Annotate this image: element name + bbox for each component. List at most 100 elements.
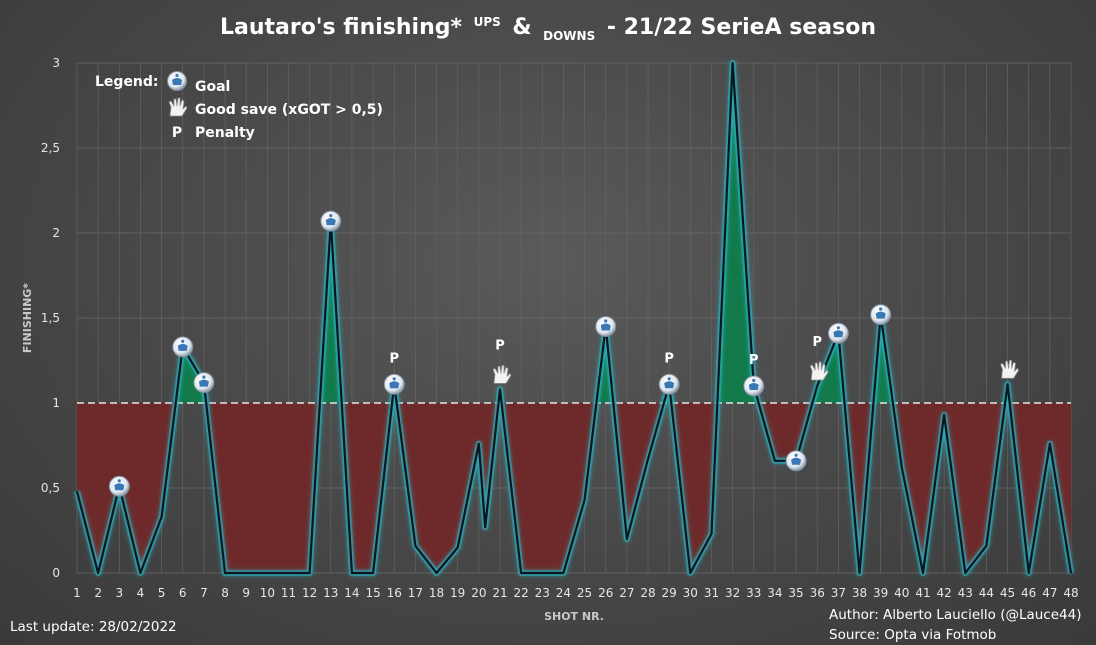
x-tick-label: 48 (1063, 586, 1078, 600)
save-marker (1000, 359, 1019, 379)
x-tick-label: 28 (640, 586, 655, 600)
x-tick-label: 39 (873, 586, 888, 600)
penalty-label: P (812, 335, 822, 350)
goal-marker (320, 210, 342, 232)
x-tick-label: 26 (598, 586, 613, 600)
x-tick-label: 41 (915, 586, 930, 600)
x-tick-label: 45 (1000, 586, 1015, 600)
x-tick-label: 17 (408, 586, 423, 600)
title-rest: - 21/22 SerieA season (607, 15, 876, 40)
title-downs: DOWNS (543, 29, 595, 43)
penalty-label: P (749, 353, 759, 368)
y-tick-label: 0,5 (41, 481, 60, 495)
x-tick-label: 9 (242, 586, 250, 600)
source: Source: Opta via Fotmob (829, 627, 996, 643)
x-tick-label: 36 (810, 586, 825, 600)
chart-title: Lautaro's finishing* UPS & DOWNS - 21/22… (220, 11, 876, 44)
x-tick-label: 46 (1021, 586, 1036, 600)
goal-marker (743, 375, 765, 397)
x-tick-label: 5 (158, 586, 166, 600)
area-below-threshold (77, 403, 1071, 573)
x-tick-label: 37 (831, 586, 846, 600)
goal-marker (827, 322, 849, 344)
legend-save-icon (168, 97, 188, 117)
legend-penalty-icon: P (172, 125, 182, 141)
x-tick-label: 14 (344, 586, 359, 600)
x-tick-label: 23 (535, 586, 550, 600)
series-line (75, 61, 1073, 575)
x-tick-label: 31 (704, 586, 719, 600)
y-tick-label: 1,5 (41, 311, 60, 325)
x-tick-label: 40 (894, 586, 909, 600)
y-tick-label: 1 (52, 396, 60, 410)
x-tick-label: 42 (936, 586, 951, 600)
title-amp: & (512, 15, 531, 40)
goal-marker (595, 316, 617, 337)
x-tick-label: 20 (471, 586, 486, 600)
penalty-label: P (495, 338, 505, 353)
x-tick-label: 16 (387, 586, 402, 600)
y-axis-ticks: 0 0,5 1 1,5 2 2,5 3 (41, 56, 60, 580)
x-tick-label: 11 (281, 586, 296, 600)
y-tick-label: 0 (52, 566, 60, 580)
x-tick-label: 19 (450, 586, 465, 600)
x-tick-label: 13 (323, 586, 338, 600)
title-main: Lautaro's finishing* (220, 15, 463, 40)
title-ups: UPS (474, 15, 501, 29)
legend: Legend: Goal Good save (xGOT > 0,5) P Pe… (95, 71, 383, 141)
goal-marker (870, 304, 892, 326)
author: Author: Alberto Lauciello (@Lauce44) (829, 607, 1081, 623)
penalty-label: P (664, 351, 674, 366)
x-tick-label: 1 (73, 586, 81, 600)
x-tick-label: 24 (556, 586, 571, 600)
x-tick-label: 34 (767, 586, 782, 600)
y-tick-label: 2,5 (41, 141, 60, 155)
x-tick-label: 38 (852, 586, 867, 600)
x-tick-label: 43 (958, 586, 973, 600)
x-tick-label: 7 (200, 586, 208, 600)
x-tick-label: 44 (979, 586, 994, 600)
x-tick-label: 10 (260, 586, 275, 600)
x-tick-label: 47 (1042, 586, 1057, 600)
x-tick-label: 15 (365, 586, 380, 600)
x-axis-label: SHOT NR. (544, 610, 604, 623)
last-update: Last update: 28/02/2022 (10, 619, 177, 635)
y-tick-label: 2 (52, 226, 60, 240)
legend-title: Legend: (95, 74, 159, 90)
legend-save-label: Good save (xGOT > 0,5) (195, 102, 383, 118)
x-tick-label: 27 (619, 586, 634, 600)
goal-marker (108, 475, 130, 497)
x-tick-label: 3 (115, 586, 123, 600)
x-tick-label: 29 (662, 586, 677, 600)
goal-marker (658, 373, 680, 395)
y-tick-label: 3 (52, 56, 60, 70)
x-tick-label: 25 (577, 586, 592, 600)
x-axis-ticks: 1 2 3 4 5 6 7 8 9 10 11 12 13 14 15 16 17 18 19 20 21 22 23 24 2… (73, 586, 1078, 600)
x-tick-label: 18 (429, 586, 444, 600)
legend-penalty-label: Penalty (195, 125, 255, 141)
legend-goal-icon (167, 71, 187, 91)
x-tick-label: 12 (302, 586, 317, 600)
goal-marker (193, 372, 215, 394)
x-tick-label: 22 (513, 586, 528, 600)
y-axis-label: FINISHING* (21, 283, 34, 353)
x-tick-label: 6 (179, 586, 187, 600)
save-marker (809, 361, 829, 381)
goal-marker (785, 450, 807, 472)
goal-marker (383, 373, 405, 395)
x-tick-label: 33 (746, 586, 761, 600)
save-marker (492, 364, 512, 384)
x-tick-label: 4 (137, 586, 145, 600)
x-tick-label: 35 (788, 586, 803, 600)
x-tick-label: 21 (492, 586, 507, 600)
series-lines (74, 60, 1074, 576)
x-tick-label: 8 (221, 586, 229, 600)
x-tick-label: 30 (683, 586, 698, 600)
markers: P P P P P (108, 210, 1019, 497)
x-tick-label: 2 (94, 586, 102, 600)
x-tick-label: 32 (725, 586, 740, 600)
goal-marker (172, 336, 194, 358)
penalty-label: P (389, 351, 399, 366)
legend-goal-label: Goal (195, 79, 230, 95)
